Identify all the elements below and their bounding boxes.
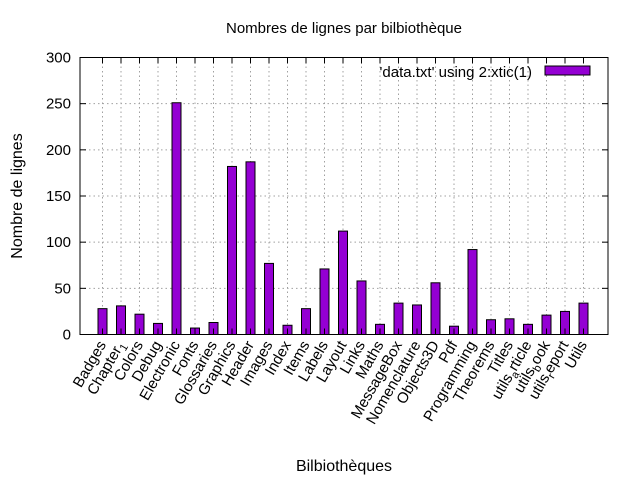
y-tick-label-0: 0 <box>63 327 71 344</box>
bar-12 <box>319 268 330 335</box>
x-axis-label: Bilbiothèques <box>296 458 392 475</box>
bar-7 <box>227 165 237 335</box>
plot-border <box>79 57 609 335</box>
y-axis-label: Nombre de lignes <box>9 133 26 258</box>
bar-14 <box>356 280 367 335</box>
y-tick-label-4: 200 <box>46 142 71 159</box>
y-tick-label-2: 100 <box>46 234 71 251</box>
bar-20 <box>467 249 478 335</box>
legend: 'data.txt' using 2:xtic(1) <box>380 64 591 81</box>
bars <box>97 102 589 336</box>
bar-18 <box>430 282 441 335</box>
bar-8 <box>245 161 256 335</box>
y-tick-label-1: 50 <box>54 280 71 297</box>
y-ticks: 0 50 100 150 200 250 300 <box>46 50 608 344</box>
legend-swatch <box>544 65 591 76</box>
chart-title: Nombres de lignes par bilbiothèque <box>226 20 462 37</box>
y-tick-label-3: 150 <box>46 188 71 205</box>
y-tick-label-5: 250 <box>46 96 71 113</box>
bar-13 <box>338 230 348 335</box>
legend-label: 'data.txt' using 2:xtic(1) <box>380 64 532 81</box>
bar-4 <box>171 102 182 335</box>
y-tick-label-6: 300 <box>46 50 71 67</box>
bar-9 <box>264 262 274 335</box>
